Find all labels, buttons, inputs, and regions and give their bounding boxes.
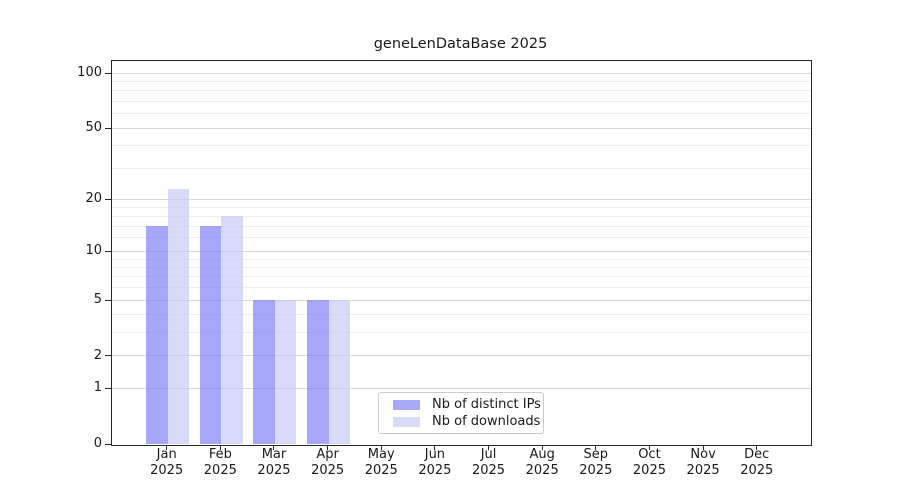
legend-item-downloads: Nb of downloads <box>387 414 540 429</box>
x-axis-tick-label: Oct 2025 <box>632 447 666 478</box>
y-axis-tick-mark <box>105 250 111 252</box>
x-axis-tick-label: Mar 2025 <box>257 447 291 478</box>
bar-distinct-ips-jan-2025 <box>146 226 168 444</box>
gridline-major <box>112 387 811 389</box>
x-axis-tick-label: Feb 2025 <box>203 447 237 478</box>
x-axis-tick-mark <box>756 445 758 450</box>
plot-area <box>111 60 812 446</box>
gridline-major <box>112 198 811 200</box>
gridline-minor <box>112 314 811 316</box>
gridline-minor <box>112 332 811 334</box>
y-axis-tick-mark <box>105 127 111 129</box>
x-axis-tick-mark <box>166 445 168 450</box>
gridline-minor <box>112 90 811 92</box>
gridline-major <box>112 299 811 301</box>
y-axis-tick-label: 0 <box>93 436 102 451</box>
x-axis-tick-mark <box>327 445 329 450</box>
x-axis-tick-label: Nov 2025 <box>686 447 720 478</box>
y-axis-tick-mark <box>105 299 111 301</box>
y-axis-tick-label: 100 <box>77 65 102 81</box>
y-axis-tick-mark <box>105 443 111 445</box>
gridline-major <box>112 355 811 357</box>
legend-swatch-downloads <box>393 416 420 427</box>
gridline-minor <box>112 225 811 227</box>
legend-label: Nb of distinct IPs <box>432 397 541 412</box>
x-axis-tick-mark <box>595 445 597 450</box>
y-axis-tick-label: 5 <box>93 292 102 308</box>
x-axis-tick-label: Apr 2025 <box>311 447 345 478</box>
bar-distinct-ips-feb-2025 <box>199 226 222 444</box>
x-axis-tick-mark <box>648 445 650 450</box>
y-axis-tick-mark <box>105 72 111 74</box>
y-axis-tick-label: 10 <box>85 243 102 259</box>
legend-label: Nb of downloads <box>432 414 541 429</box>
x-axis-tick-mark <box>273 445 275 450</box>
x-axis-tick-mark <box>541 445 543 450</box>
bar-downloads-mar-2025 <box>274 300 297 444</box>
gridline-major <box>112 250 811 252</box>
x-axis-tick-label: Dec 2025 <box>740 447 774 478</box>
y-axis-tick-mark <box>105 355 111 357</box>
x-axis-tick-label: Jun 2025 <box>418 447 452 478</box>
x-axis-tick-label: Jan 2025 <box>150 447 184 478</box>
y-axis-tick-label: 20 <box>85 191 102 207</box>
x-axis-tick-label: Aug 2025 <box>525 447 559 478</box>
x-axis-tick-mark <box>434 445 436 450</box>
legend-item-distinct-ips: Nb of distinct IPs <box>387 397 541 412</box>
bar-distinct-ips-apr-2025 <box>307 300 329 444</box>
x-axis-tick-label: Sep 2025 <box>579 447 613 478</box>
gridline-minor <box>112 237 811 239</box>
chart-title: geneLenDataBase 2025 <box>373 36 548 52</box>
gridline-minor <box>112 81 811 83</box>
gridline-minor <box>112 215 811 217</box>
gridline-major <box>112 72 811 74</box>
x-axis-tick-mark <box>380 445 382 450</box>
x-axis-tick-mark <box>702 445 704 450</box>
gridline-minor <box>112 101 811 103</box>
y-axis-tick-label: 2 <box>93 347 102 363</box>
y-axis-tick-label: 1 <box>93 380 102 396</box>
bar-downloads-jan-2025 <box>167 188 190 444</box>
bar-downloads-apr-2025 <box>328 300 351 444</box>
gridline-minor <box>112 113 811 115</box>
gridline-minor <box>112 206 811 208</box>
gridline-minor <box>112 258 811 260</box>
gridline-minor <box>112 266 811 268</box>
x-axis-tick-label: Jul 2025 <box>471 447 506 478</box>
gridline-minor <box>112 276 811 278</box>
legend-swatch-ips <box>393 399 420 410</box>
x-axis-tick-mark <box>219 445 221 450</box>
y-axis-tick-label: 50 <box>85 120 102 136</box>
bar-downloads-feb-2025 <box>221 216 243 444</box>
y-axis-tick-mark <box>105 198 111 200</box>
gridline-minor <box>112 287 811 289</box>
legend: Nb of distinct IPs Nb of downloads <box>378 392 544 434</box>
bar-distinct-ips-mar-2025 <box>253 300 275 444</box>
gridline-minor <box>112 145 811 147</box>
gridline-major <box>112 127 811 129</box>
gridline-minor <box>112 167 811 169</box>
x-axis-tick-mark <box>488 445 490 450</box>
x-axis-tick-label: May 2025 <box>364 447 398 478</box>
y-axis-tick-mark <box>105 387 111 389</box>
